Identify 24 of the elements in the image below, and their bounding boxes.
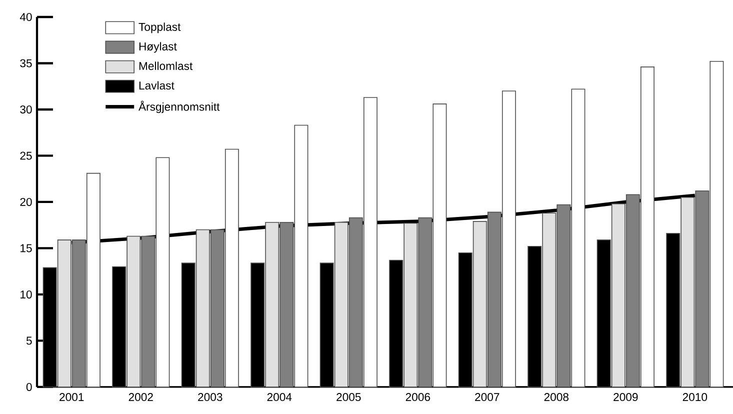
legend-label: Topplast <box>138 22 181 34</box>
y-tick-label: 5 <box>26 336 32 345</box>
legend-label: Lavlast <box>139 81 174 90</box>
x-tick-label: 2010 <box>682 393 708 402</box>
y-tick-label: 15 <box>20 244 32 252</box>
y-tick-label: 0 <box>26 382 32 391</box>
x-tick-label: 2003 <box>198 393 222 402</box>
y-tick-label: 10 <box>20 290 32 298</box>
y-tick-label: 40 <box>20 12 32 22</box>
y-tick-label: 25 <box>20 152 32 160</box>
y-tick-label: 35 <box>20 59 32 68</box>
legend-label: Høylast <box>139 42 177 53</box>
x-tick-label: 2009 <box>614 393 638 402</box>
x-tick-label: 2007 <box>475 393 500 402</box>
x-tick-label: 2002 <box>128 393 153 402</box>
x-tick-label: 2006 <box>406 393 430 402</box>
legend-label: Mellomlast <box>139 62 193 70</box>
x-tick-label: 2004 <box>267 393 292 402</box>
x-tick-label: 2001 <box>60 393 84 402</box>
y-tick-label: 20 <box>20 198 32 206</box>
x-tick-label: 2005 <box>336 393 361 402</box>
legend-label: Årsgjennomsnitt <box>138 100 220 114</box>
x-tick-label: 2008 <box>544 393 569 402</box>
y-tick-label: 30 <box>20 105 32 114</box>
